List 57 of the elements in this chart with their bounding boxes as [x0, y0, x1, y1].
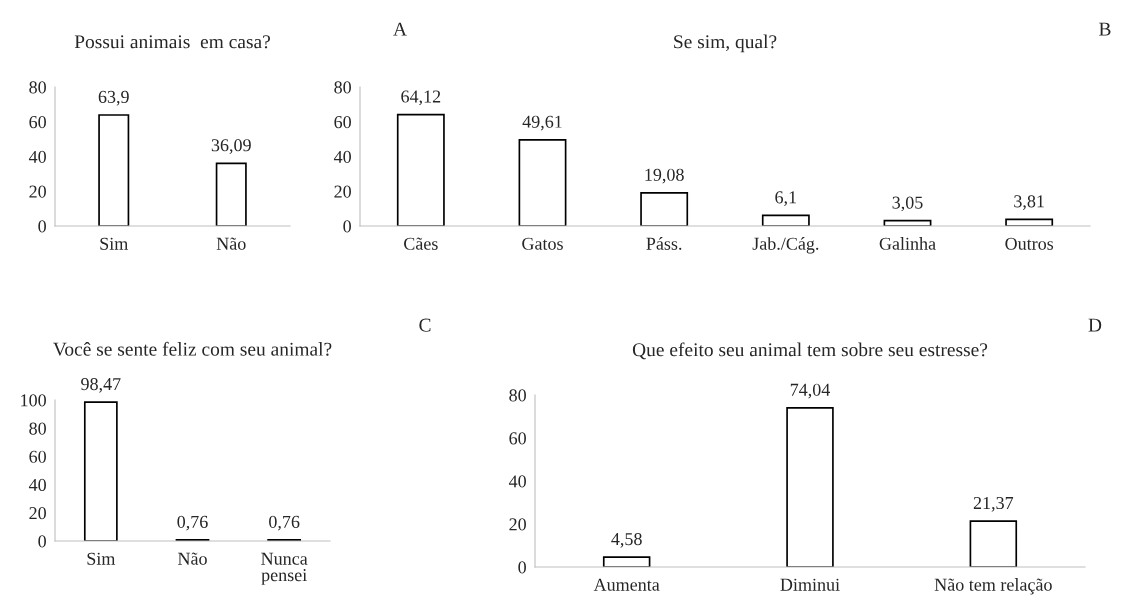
- data-label: 0,76: [269, 515, 300, 531]
- chart-title: Você se sente feliz com seu animal?: [53, 341, 332, 356]
- data-label: 21,37: [973, 496, 1014, 512]
- data-label: 74,04: [790, 383, 831, 399]
- y-tick-label: 80: [334, 81, 351, 94]
- x-tick-label: Páss.: [646, 237, 682, 250]
- y-tick-label: 0: [38, 220, 46, 233]
- text: C: [419, 318, 431, 332]
- y-tick-label: 60: [29, 116, 46, 129]
- text: D: [1088, 318, 1102, 332]
- y-tick-label: 20: [334, 185, 351, 198]
- chart-title: Possui animais em casa?: [74, 35, 270, 49]
- y-tick-label: 60: [334, 116, 351, 129]
- x-tick-label: Não tem relação: [934, 578, 1052, 595]
- data-label: 63,9: [98, 90, 129, 106]
- x-tick-label: Outros: [1005, 237, 1054, 250]
- x-tick-label: Jab./Cág.: [752, 237, 819, 254]
- y-tick-label: 40: [28, 150, 46, 163]
- x-tick-label: Cães: [404, 237, 438, 250]
- chart-title: Que efeito seu animal tem sobre seu estresse?: [632, 342, 988, 360]
- text: A: [393, 22, 407, 36]
- y-tick-label: 40: [28, 478, 46, 492]
- y-tick-label: 60: [509, 432, 526, 445]
- x-tick-label: Gatos: [522, 237, 563, 250]
- y-tick-label: 80: [29, 422, 46, 435]
- data-label: 19,08: [645, 168, 684, 184]
- y-tick-label: 0: [343, 220, 351, 233]
- y-tick-label: 80: [509, 389, 526, 402]
- x-tick-label: Sim: [100, 237, 129, 250]
- x-tick-label: Galinha: [879, 237, 936, 250]
- y-tick-label: 40: [333, 150, 351, 163]
- x-tick-label: Aumenta: [593, 578, 660, 591]
- x-tick-label: Diminui: [780, 578, 840, 591]
- data-label: 6,1: [775, 191, 797, 206]
- y-tick-label: 0: [518, 561, 526, 574]
- y-tick-label: 20: [29, 507, 46, 520]
- y-tick-label: 60: [29, 450, 46, 463]
- data-label: 3,05: [892, 196, 923, 212]
- x-tick-label: Não: [177, 552, 207, 565]
- data-label: 64,12: [401, 90, 441, 106]
- y-tick-label: 40: [508, 475, 526, 488]
- data-label: 49,61: [522, 115, 562, 131]
- x-tick-label: Sim: [87, 552, 116, 565]
- y-tick-label: 0: [38, 535, 46, 548]
- x-tick-label: Não: [216, 237, 246, 250]
- data-label: 36,09: [211, 139, 251, 154]
- data-label: 0,76: [177, 515, 208, 531]
- x-tick-label: Nunca pensei: [261, 552, 308, 585]
- text: B: [1099, 22, 1111, 36]
- data-label: 3,81: [1014, 195, 1044, 210]
- data-label: 98,47: [81, 377, 121, 393]
- chart-title: Se sim, qual?: [674, 34, 777, 53]
- y-tick-label: 20: [29, 185, 46, 198]
- y-tick-label: 20: [509, 518, 526, 531]
- y-tick-label: 80: [29, 81, 46, 94]
- y-tick-label: 100: [21, 394, 46, 407]
- data-label: 4,58: [611, 532, 642, 548]
